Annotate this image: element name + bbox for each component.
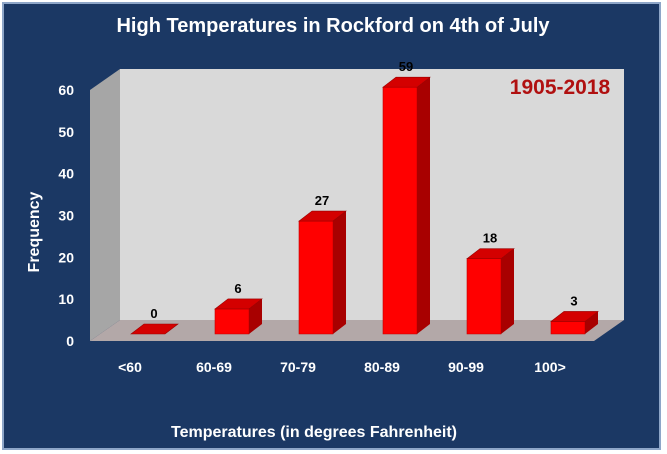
back-wall <box>120 69 624 320</box>
y-tick-label: 0 <box>66 333 74 349</box>
bar-side <box>333 211 346 334</box>
data-labels: 0 6 27 59 18 3 <box>150 59 577 321</box>
bar-front <box>298 220 334 335</box>
x-tick-label: 80-89 <box>364 359 400 375</box>
x-axis-title: Temperatures (in degrees Fahrenheit) <box>171 424 457 441</box>
chart-title: High Temperatures in Rockford on 4th of … <box>116 15 550 37</box>
y-tick-label: 30 <box>58 208 74 224</box>
bar <box>130 323 179 335</box>
bar <box>298 210 347 335</box>
y-axis-ticks: 0 10 20 30 40 50 60 <box>58 82 74 349</box>
bar-front <box>466 258 502 335</box>
bar-side <box>249 298 262 334</box>
bar-front <box>550 321 586 335</box>
bar-front <box>382 86 418 335</box>
bar <box>466 248 515 335</box>
bar-top <box>130 323 179 335</box>
bar-front <box>214 308 250 335</box>
x-axis-ticks: <60 60-69 70-79 80-89 90-99 100> <box>118 359 566 375</box>
bar-side <box>417 77 430 334</box>
bar-side <box>585 311 598 334</box>
side-wall <box>90 69 120 341</box>
y-tick-label: 40 <box>58 166 74 182</box>
x-tick-label: 90-99 <box>448 359 484 375</box>
x-tick-label: 100> <box>534 359 566 375</box>
x-tick-label: 70-79 <box>280 359 316 375</box>
data-label: 59 <box>399 59 413 74</box>
bar-series <box>130 76 599 335</box>
chart-walls <box>90 69 624 341</box>
y-tick-label: 20 <box>58 249 74 265</box>
y-tick-label: 10 <box>58 291 74 307</box>
bar-top <box>550 311 599 322</box>
data-label: 3 <box>570 293 577 308</box>
bar-top <box>466 248 515 260</box>
data-label: 18 <box>483 231 497 246</box>
y-tick-label: 60 <box>58 82 74 98</box>
bar-top <box>298 210 347 222</box>
bar <box>214 298 263 335</box>
y-tick-label: 50 <box>58 124 74 140</box>
bar-top <box>382 76 431 88</box>
period-annotation: 1905-2018 <box>510 76 611 99</box>
floor <box>90 320 624 341</box>
bar <box>382 76 431 335</box>
x-tick-label: <60 <box>118 359 142 375</box>
data-label: 27 <box>315 193 329 208</box>
x-tick-label: 60-69 <box>196 359 232 375</box>
bar-top <box>214 298 263 310</box>
bar-side <box>501 248 514 334</box>
data-label: 0 <box>150 306 157 321</box>
y-axis-title: Frequency <box>26 191 43 272</box>
data-label: 6 <box>234 281 241 296</box>
bar <box>550 311 599 335</box>
